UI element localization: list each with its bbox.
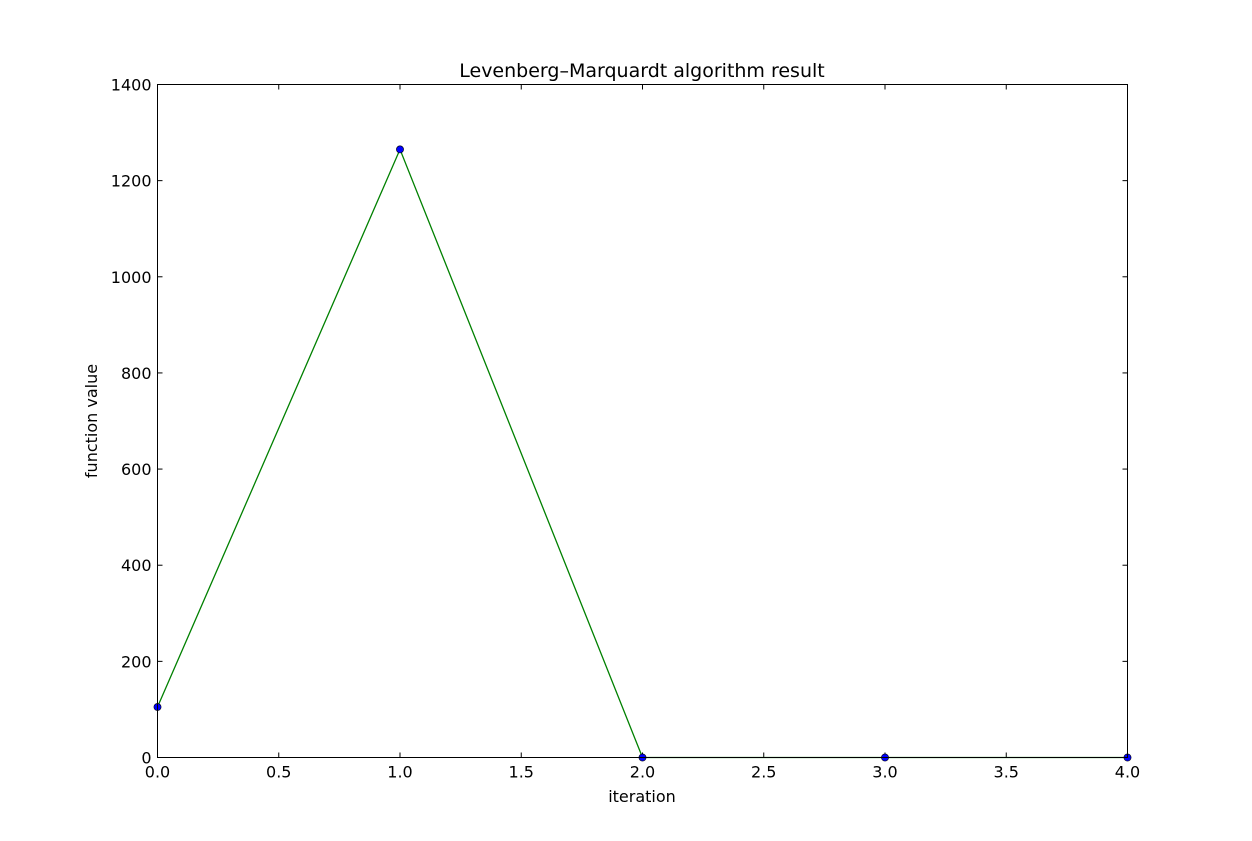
y-tick-label: 1000 (111, 268, 152, 287)
x-tick-label: 3.0 (872, 763, 897, 782)
y-axis-label: function value (82, 364, 101, 478)
x-tick-label: 2.5 (751, 763, 776, 782)
y-tick-label: 1400 (111, 76, 152, 95)
x-tick-label: 0.0 (145, 763, 170, 782)
x-tick-label: 0.5 (266, 763, 291, 782)
x-axis-label: iteration (608, 787, 676, 806)
data-point (396, 145, 404, 154)
y-tick-label: 200 (121, 652, 152, 671)
y-tick-label: 0 (141, 749, 151, 768)
tick-labels: 0.0 0.5 1.0 1.5 2.0 2.5 3.0 3.5 4.0 0 200 400 600 800… (111, 76, 1140, 782)
x-tick-label: 4.0 (1115, 763, 1140, 782)
x-tick-label: 2.0 (630, 763, 655, 782)
chart-title: Levenberg–Marquardt algorithm result (459, 60, 824, 82)
y-tick-label: 600 (121, 460, 152, 479)
y-tick-label: 800 (121, 364, 152, 383)
plot-frame (157, 84, 1128, 758)
x-tick-label: 1.5 (509, 763, 534, 782)
y-tick-label: 400 (121, 556, 152, 575)
x-tick-label: 1.0 (387, 763, 412, 782)
y-tick-label: 1200 (111, 172, 152, 191)
x-tick-label: 3.5 (994, 763, 1019, 782)
